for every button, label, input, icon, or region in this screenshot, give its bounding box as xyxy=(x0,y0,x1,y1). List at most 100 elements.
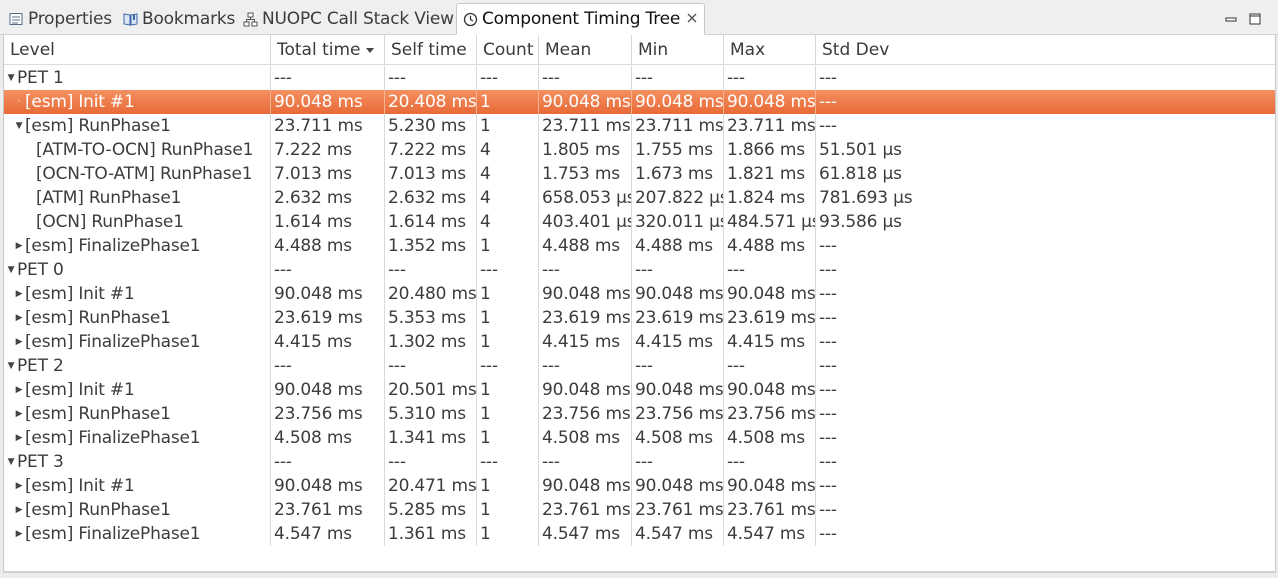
cell-min: 90.048 ms xyxy=(632,90,724,114)
cell-total-time: --- xyxy=(271,450,385,474)
cell-mean: --- xyxy=(539,66,632,90)
cell-std-dev: --- xyxy=(819,116,837,136)
table-row[interactable]: ▼ PET 3 --- --- --- --- --- --- --- xyxy=(4,450,1275,474)
table-row[interactable]: ▶ [esm] FinalizePhase1 4.547 ms 1.361 ms 1 4.… xyxy=(4,522,1275,546)
collapse-triangle-icon[interactable]: ▶ xyxy=(15,241,23,251)
cell-mean: 4.488 ms xyxy=(539,234,632,258)
expand-triangle-icon[interactable]: ▼ xyxy=(15,121,23,131)
row-label: [esm] Init #1 xyxy=(25,380,135,400)
column-label: Self time xyxy=(391,40,467,60)
cell-self-time: --- xyxy=(385,450,477,474)
cell-count: --- xyxy=(477,66,539,90)
cell-count: 1 xyxy=(477,426,539,450)
table-row[interactable]: [OCN-TO-ATM] RunPhase1 7.013 ms 7.013 ms 4 1… xyxy=(4,162,1275,186)
table-row[interactable]: [ATM] RunPhase1 2.632 ms 2.632 ms 4 658.053 … xyxy=(4,186,1275,210)
collapse-triangle-icon[interactable]: ▶ xyxy=(15,313,23,323)
cell-min: --- xyxy=(632,258,724,282)
column-header-self-time[interactable]: Self time xyxy=(385,35,477,65)
expand-triangle-icon[interactable]: ▼ xyxy=(7,265,15,275)
table-row[interactable]: ▶ [esm] FinalizePhase1 4.508 ms 1.341 ms 1 4.… xyxy=(4,426,1275,450)
cell-max: --- xyxy=(724,66,816,90)
column-label: Mean xyxy=(545,40,592,60)
table-row[interactable]: [ATM-TO-OCN] RunPhase1 7.222 ms 7.222 ms 4 1… xyxy=(4,138,1275,162)
cell-self-time: 5.285 ms xyxy=(385,498,477,522)
table-row[interactable]: ▼ [esm] RunPhase1 23.711 ms 5.230 ms 1 23.711… xyxy=(4,114,1275,138)
cell-std-dev: --- xyxy=(819,284,837,304)
expand-triangle-icon[interactable]: ▼ xyxy=(7,457,15,467)
cell-self-time: 2.632 ms xyxy=(385,186,477,210)
cell-std-dev: --- xyxy=(819,68,837,88)
row-label: [esm] FinalizePhase1 xyxy=(25,428,201,448)
cell-mean: --- xyxy=(539,450,632,474)
cell-count: 1 xyxy=(477,90,539,114)
table-row[interactable]: ▶ [esm] RunPhase1 23.756 ms 5.310 ms 1 23.756… xyxy=(4,402,1275,426)
tab-nuopc-call-stack[interactable]: NUOPC Call Stack View xyxy=(242,4,454,34)
table-row[interactable]: ▶ [esm] Init #1 90.048 ms 20.480 ms 1 90.048 … xyxy=(4,282,1275,306)
cell-count: 1 xyxy=(477,306,539,330)
collapse-triangle-icon[interactable]: ▶ xyxy=(15,505,23,515)
cell-level: ▶ [esm] RunPhase1 xyxy=(4,402,271,426)
column-header-mean[interactable]: Mean xyxy=(539,35,632,65)
column-header-level[interactable]: Level xyxy=(4,35,271,65)
expand-triangle-icon[interactable]: ▼ xyxy=(7,73,15,83)
cell-level: ▶ [esm] Init #1 xyxy=(4,474,271,498)
table-row[interactable]: ▶ [esm] FinalizePhase1 4.488 ms 1.352 ms 1 4.… xyxy=(4,234,1275,258)
column-label: Level xyxy=(10,40,55,60)
cell-std-dev: 93.586 µs xyxy=(819,212,902,232)
table-row[interactable]: ▼ PET 1 --- --- --- --- --- --- --- xyxy=(4,66,1275,90)
sort-descending-icon xyxy=(365,47,374,53)
cell-min: --- xyxy=(632,354,724,378)
cell-self-time: 1.614 ms xyxy=(385,210,477,234)
collapse-triangle-icon[interactable]: ▶ xyxy=(15,529,23,539)
cell-max: 90.048 ms xyxy=(724,90,816,114)
table-row[interactable]: ▶ [esm] RunPhase1 23.619 ms 5.353 ms 1 23.619… xyxy=(4,306,1275,330)
collapse-triangle-icon[interactable]: ▶ xyxy=(15,481,23,491)
column-header-count[interactable]: Count xyxy=(477,35,539,65)
tab-bookmarks[interactable]: Bookmarks xyxy=(122,4,235,34)
cell-level: ▶ [esm] Init #1 xyxy=(4,378,271,402)
cell-level: ▼ [esm] RunPhase1 xyxy=(4,114,271,138)
cell-mean: 403.401 µs xyxy=(539,210,632,234)
table-row[interactable]: ▶ [esm] Init #1 90.048 ms 20.471 ms 1 90.048 … xyxy=(4,474,1275,498)
table-row[interactable]: ▶ [esm] FinalizePhase1 4.415 ms 1.302 ms 1 4.… xyxy=(4,330,1275,354)
collapse-triangle-icon[interactable]: ▶ xyxy=(15,409,23,419)
row-label: [OCN-TO-ATM] RunPhase1 xyxy=(36,164,253,184)
cell-total-time: 23.711 ms xyxy=(271,114,385,138)
tab-component-timing-tree[interactable]: Component Timing Tree xyxy=(456,3,706,35)
tab-label: NUOPC Call Stack View xyxy=(262,9,454,29)
expand-triangle-icon[interactable]: ▼ xyxy=(7,361,15,371)
tab-properties[interactable]: Properties xyxy=(8,4,112,34)
table-row[interactable]: · [esm] Init #1 90.048 ms 20.408 ms 1 90.048 … xyxy=(4,90,1275,114)
row-label: [esm] RunPhase1 xyxy=(25,308,171,328)
cell-level: [OCN-TO-ATM] RunPhase1 xyxy=(4,162,271,186)
table-row[interactable]: ▶ [esm] RunPhase1 23.761 ms 5.285 ms 1 23.761… xyxy=(4,498,1275,522)
collapse-triangle-icon[interactable]: ▶ xyxy=(15,289,23,299)
minimize-view-button[interactable] xyxy=(1225,10,1237,22)
table-row[interactable]: ▶ [esm] Init #1 90.048 ms 20.501 ms 1 90.048 … xyxy=(4,378,1275,402)
cell-min: 23.761 ms xyxy=(632,498,724,522)
table-row[interactable]: ▼ PET 0 --- --- --- --- --- --- --- xyxy=(4,258,1275,282)
cell-min: 90.048 ms xyxy=(632,378,724,402)
column-header-max[interactable]: Max xyxy=(724,35,816,65)
cell-level: [OCN] RunPhase1 xyxy=(4,210,271,234)
collapse-triangle-icon[interactable]: ▶ xyxy=(15,385,23,395)
table-row[interactable]: [OCN] RunPhase1 1.614 ms 1.614 ms 4 403.401 … xyxy=(4,210,1275,234)
cell-max: 23.711 ms xyxy=(724,114,816,138)
maximize-view-button[interactable] xyxy=(1249,10,1261,25)
column-header-std-dev[interactable]: Std Dev xyxy=(816,35,1275,65)
table-row[interactable]: ▼ PET 2 --- --- --- --- --- --- --- xyxy=(4,354,1275,378)
close-tab-icon[interactable] xyxy=(687,12,699,27)
row-label: [esm] Init #1 xyxy=(25,476,135,496)
cell-std-dev: --- xyxy=(819,452,837,472)
cell-count: 1 xyxy=(477,474,539,498)
column-header-total-time[interactable]: Total time xyxy=(271,35,385,65)
collapse-triangle-icon[interactable]: ▶ xyxy=(15,433,23,443)
cell-max: --- xyxy=(724,450,816,474)
cell-mean: 90.048 ms xyxy=(539,378,632,402)
cell-count: 1 xyxy=(477,330,539,354)
cell-total-time: --- xyxy=(271,258,385,282)
column-header-min[interactable]: Min xyxy=(632,35,724,65)
collapse-triangle-icon[interactable]: ▶ xyxy=(15,337,23,347)
cell-min: 4.488 ms xyxy=(632,234,724,258)
cell-self-time: 20.501 ms xyxy=(385,378,477,402)
